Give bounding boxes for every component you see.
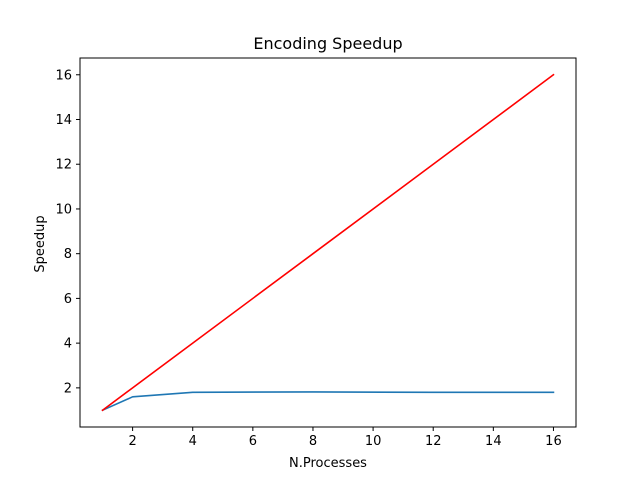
x-axis-label: N.Processes: [289, 456, 367, 471]
x-tick-label-8: 8: [309, 434, 317, 449]
x-tick-label-2: 2: [128, 434, 136, 449]
y-tick-label-4: 4: [64, 337, 72, 352]
series-line-1: [101, 391, 555, 412]
axes-frame: [79, 57, 577, 428]
y-tick-label-12: 12: [55, 158, 72, 173]
y-tick-label-16: 16: [55, 68, 72, 83]
series-line-2: [101, 73, 555, 412]
y-axis-label: Speedup: [33, 215, 48, 272]
x-tick-label-12: 12: [425, 434, 442, 449]
y-tick-label-6: 6: [64, 292, 72, 307]
x-tick-label-16: 16: [545, 434, 562, 449]
y-tick-label-10: 10: [55, 202, 72, 217]
chart-title: Encoding Speedup: [253, 34, 402, 53]
y-tick-label-2: 2: [64, 381, 72, 396]
y-tick-label-8: 8: [64, 247, 72, 262]
axes-layer: 2 4 6 8 10 12 14 16 2 4 6 8 10 12 14 16: [55, 57, 577, 449]
series-layer: [101, 73, 555, 412]
x-tick-label-4: 4: [189, 434, 197, 449]
x-tick-label-14: 14: [485, 434, 502, 449]
x-tick-label-6: 6: [249, 434, 257, 449]
y-tick-label-14: 14: [55, 113, 72, 128]
x-tick-label-10: 10: [365, 434, 382, 449]
